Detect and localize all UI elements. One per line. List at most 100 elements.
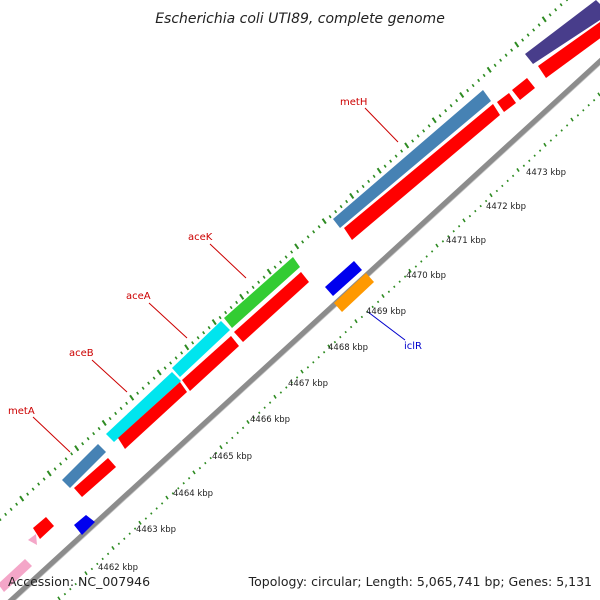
outer-tick: [129, 394, 135, 401]
outer-tick: [376, 167, 382, 174]
outer-tick: [74, 445, 80, 452]
outer-tick: [449, 104, 453, 108]
outer-tick: [334, 209, 338, 214]
inner-tick: [533, 154, 536, 157]
inner-tick: [501, 184, 504, 188]
outer-tick-ring: [0, 0, 569, 522]
inner-tick: [376, 300, 380, 304]
outer-tick: [108, 416, 112, 421]
inner-tick: [133, 527, 137, 530]
inner-tick: [101, 557, 104, 561]
map-title: Escherichia coli UTI89, complete genome: [155, 11, 445, 27]
outer-tick: [554, 8, 558, 12]
inner-tick: [549, 139, 553, 142]
outer-tick: [152, 376, 156, 380]
outer-tick: [471, 83, 475, 88]
gene-aceB: [106, 372, 181, 442]
inner-tick: [138, 520, 142, 525]
outer-tick: [383, 164, 387, 168]
outer-tick: [207, 326, 211, 330]
outer-tick: [548, 13, 552, 17]
inner-tick: [403, 275, 407, 278]
inner-tick: [543, 142, 547, 147]
outer-tick: [459, 91, 465, 99]
outer-tick: [416, 134, 420, 138]
gene-red-2: [74, 458, 116, 497]
gene-label-leader: [209, 243, 247, 279]
gene-label-leader: [148, 302, 188, 339]
outer-tick: [9, 507, 13, 511]
inner-tick: [435, 243, 439, 248]
gene-red-1: [33, 517, 54, 539]
inner-tick: [441, 240, 445, 243]
gene-red-7: [497, 93, 516, 112]
outer-tick: [290, 250, 294, 254]
inner-tick: [123, 537, 126, 540]
outer-tick: [180, 351, 184, 355]
outer-tick: [19, 495, 25, 502]
gene-label-group: metA aceB aceA aceK metH iclR: [8, 97, 422, 453]
outer-tick: [394, 154, 398, 158]
inner-tick: [420, 260, 423, 263]
inner-tick: [246, 419, 250, 425]
outer-tick: [444, 109, 448, 113]
inner-tick: [182, 482, 185, 485]
outer-tick: [321, 218, 327, 225]
outer-tick: [202, 331, 206, 335]
outer-tick: [184, 344, 190, 351]
inner-tick: [516, 167, 520, 173]
inner-tick: [528, 159, 531, 162]
inner-tick: [96, 562, 99, 566]
outer-tick: [411, 139, 415, 143]
inner-tick: [300, 369, 304, 374]
inner-tick: [511, 174, 515, 178]
outer-tick: [312, 230, 316, 234]
outer-tick: [235, 300, 239, 305]
inner-tick: [489, 193, 493, 198]
inner-tick: [285, 386, 288, 389]
outer-tick: [15, 502, 19, 506]
outer-tick: [53, 467, 57, 471]
inner-tick: [474, 209, 477, 213]
outer-tick: [147, 381, 151, 385]
outer-tick: [224, 310, 228, 315]
inner-tick: [117, 542, 121, 545]
outer-tick: [389, 159, 393, 163]
inner-tick: [468, 214, 472, 218]
reverse-strand-features: [33, 22, 600, 539]
inner-tick: [479, 204, 482, 208]
outer-tick: [284, 255, 288, 259]
outer-tick: [510, 48, 514, 52]
inner-tick: [69, 587, 72, 591]
gene-blue-small: [74, 515, 95, 535]
outer-tick: [141, 386, 145, 390]
inner-tick: [187, 477, 191, 480]
outer-tick: [559, 3, 563, 7]
inner-tick: [398, 280, 401, 283]
outer-tick: [191, 341, 195, 345]
outer-tick: [526, 33, 530, 37]
inner-tick: [366, 310, 369, 314]
outer-tick: [156, 369, 162, 376]
outer-tick: [211, 319, 217, 326]
inner-tick: [462, 218, 466, 223]
inner-tick: [587, 104, 590, 107]
gene-aceA: [172, 321, 230, 377]
kbp-label: 4462 kbp: [98, 563, 138, 573]
inner-tick: [360, 315, 364, 319]
inner-tick: [414, 265, 418, 268]
inner-tick: [381, 293, 385, 299]
outer-tick: [251, 285, 255, 289]
inner-tick: [198, 466, 202, 470]
inner-tick: [538, 149, 542, 152]
outer-tick: [361, 184, 365, 189]
outer-tick: [101, 419, 107, 427]
kbp-label: 4473 kbp: [526, 168, 566, 178]
outer-tick: [136, 391, 140, 395]
outer-tick: [0, 517, 2, 522]
gene-aceK: [224, 257, 300, 328]
inner-tick: [452, 230, 455, 233]
outer-tick: [92, 431, 96, 436]
inner-tick: [84, 571, 88, 576]
